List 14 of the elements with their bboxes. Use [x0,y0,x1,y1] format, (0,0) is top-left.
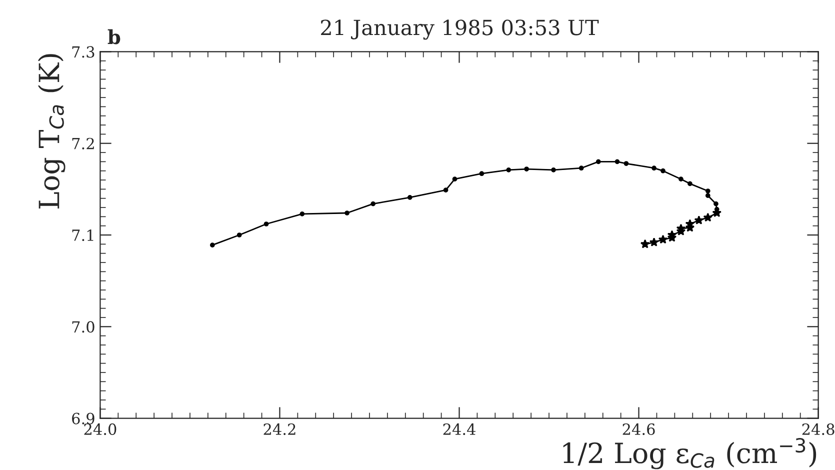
x-tick-label: 24.8 [802,423,834,435]
y-tick-label: 7.3 [72,46,94,58]
x-tick-label: 24.6 [622,423,655,435]
x-tick-label: 24.2 [264,423,296,435]
y-tick-label: 7.0 [72,321,94,333]
y-tick-label: 7.1 [72,229,94,242]
x-axis-title: 1/2 Log ε$_{Ca}$ (cm$^{−3}$) [563,438,816,470]
x-tick-label: 24.0 [84,423,116,435]
y-axis-title: Log T$_{Ca}$ (K) [38,54,66,208]
y-tick-label: 7.2 [72,138,94,150]
x-tick-label: 24.4 [443,423,476,435]
y-tick-label: 6.9 [72,412,94,424]
text: b [108,29,120,44]
chart-title: 21 January 1985 03:53 UT [321,20,599,40]
